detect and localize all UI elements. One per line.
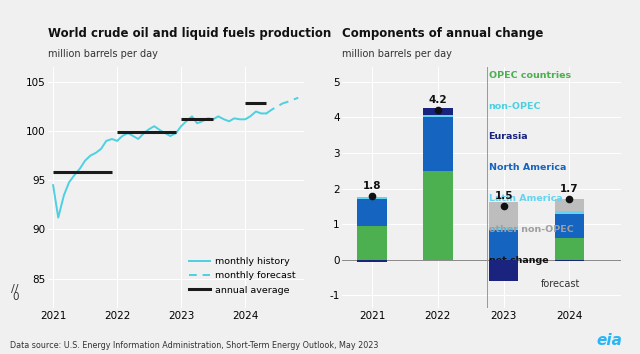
Bar <box>489 227 518 229</box>
Text: non-OPEC: non-OPEC <box>488 102 541 111</box>
Bar <box>489 229 518 270</box>
Text: million barrels per day: million barrels per day <box>48 49 158 59</box>
Bar <box>489 260 518 281</box>
Bar <box>555 199 584 211</box>
Text: forecast: forecast <box>541 279 580 289</box>
Bar <box>555 214 584 238</box>
Text: net change: net change <box>488 256 548 265</box>
Text: 1.8: 1.8 <box>363 181 381 191</box>
Bar <box>357 226 387 260</box>
Text: OPEC countries: OPEC countries <box>488 71 571 80</box>
Text: //: // <box>11 284 19 294</box>
Bar <box>555 260 584 261</box>
Legend: monthly history, monthly forecast, annual average: monthly history, monthly forecast, annua… <box>186 253 300 298</box>
Bar <box>357 260 387 262</box>
Text: 0: 0 <box>12 292 19 302</box>
Bar <box>489 202 518 227</box>
Bar <box>423 171 452 260</box>
Bar <box>555 238 584 260</box>
Bar <box>555 211 584 214</box>
Text: 1.7: 1.7 <box>560 184 579 194</box>
Text: Components of annual change: Components of annual change <box>342 27 544 40</box>
Bar <box>489 260 518 270</box>
Bar <box>423 108 452 115</box>
Bar <box>423 117 452 171</box>
Text: 4.2: 4.2 <box>429 95 447 105</box>
Text: World crude oil and liquid fuels production: World crude oil and liquid fuels product… <box>48 27 332 40</box>
Text: million barrels per day: million barrels per day <box>342 49 452 59</box>
Text: Data source: U.S. Energy Information Administration, Short-Term Energy Outlook, : Data source: U.S. Energy Information Adm… <box>10 341 378 350</box>
Text: 1.5: 1.5 <box>494 192 513 201</box>
Bar <box>357 199 387 226</box>
Text: Eurasia: Eurasia <box>488 132 528 142</box>
Text: other non-OPEC: other non-OPEC <box>488 225 573 234</box>
Text: North America: North America <box>488 163 566 172</box>
Bar <box>357 198 387 199</box>
Bar <box>423 115 452 117</box>
Text: eia: eia <box>596 333 622 348</box>
Text: Latin America: Latin America <box>488 194 563 203</box>
